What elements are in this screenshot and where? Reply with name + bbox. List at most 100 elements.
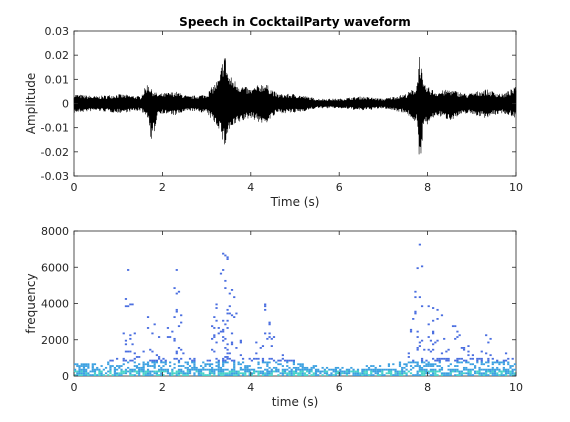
spectrogram-cell [403, 372, 406, 375]
spectrogram-cell [146, 327, 150, 329]
spectrogram-cell [193, 366, 196, 369]
spectrogram-cell [122, 370, 125, 373]
spectrogram-cell [491, 372, 494, 375]
spectrogram-cell [224, 337, 227, 340]
spectrogram-cell [387, 363, 391, 366]
spectrogram-cell [102, 368, 105, 371]
waveform-x-tick-label: 8 [424, 181, 431, 194]
spectrogram-cell [361, 368, 364, 371]
spectrogram-cell [222, 370, 225, 373]
spectrogram-cell [199, 368, 203, 371]
spectrogram-cell [440, 372, 444, 375]
spectrogram-cell [173, 316, 176, 318]
spectrogram-cell [82, 374, 86, 376]
spectrogram-cell [166, 336, 170, 338]
spectrogram-cell [449, 372, 452, 375]
spectrogram-cell [440, 357, 444, 360]
spectrogram-cell [226, 308, 229, 311]
spectrogram-cell [237, 374, 240, 376]
spectrogram-cell [509, 365, 512, 367]
spectrogram-cell [230, 343, 234, 346]
spectrogram-cell [85, 365, 88, 367]
spectrogram-cell [407, 352, 410, 355]
spectrogram-cell [288, 374, 291, 376]
spectrogram-cell [394, 370, 397, 373]
spectrogram-cell [361, 372, 364, 375]
spectrogram-cell [118, 365, 121, 367]
spectrogram-cell [370, 365, 373, 367]
spectrogram-cell [177, 370, 181, 373]
spectrogram-cell [432, 343, 435, 346]
spectrogram-cell [432, 357, 435, 360]
spectrogram-cell [394, 372, 397, 375]
spectrogram-cell [277, 363, 280, 366]
spectrogram-cell [241, 368, 245, 371]
spectrogram-cell [456, 368, 459, 371]
spectrogram-cell [334, 372, 337, 375]
spectrogram-cell [485, 361, 488, 364]
spectrogram-cell [438, 370, 441, 373]
spectrogram-cell [405, 363, 408, 366]
spectrogram-cell [193, 372, 196, 375]
spectrogram-cell [440, 352, 444, 355]
spectrogram-cell [259, 347, 262, 349]
spectrogram-cell [471, 363, 475, 366]
spectrogram-y-tick-label: 8000 [41, 225, 69, 238]
spectrogram-cell [219, 366, 223, 369]
spectrogram-cell [85, 374, 88, 376]
spectrogram-cell [454, 325, 457, 328]
spectrogram-cell [162, 357, 165, 360]
spectrogram-cell [387, 372, 391, 375]
spectrogram-cell [414, 310, 417, 313]
spectrogram-cell [219, 372, 223, 375]
spectrogram-cell [434, 372, 437, 375]
spectrogram-cell [345, 368, 349, 371]
spectrogram-cell [478, 366, 481, 369]
spectrogram-cell [160, 368, 163, 371]
spectrogram-cell [312, 365, 315, 367]
spectrogram-cell [449, 368, 452, 371]
spectrogram-cell [332, 368, 335, 371]
spectrogram-cell [319, 370, 322, 373]
spectrogram-cell [401, 368, 404, 371]
spectrogram-cell [193, 359, 196, 362]
spectrogram-cell [500, 372, 503, 375]
spectrogram-cell [471, 368, 475, 371]
spectrogram-cell [186, 366, 189, 369]
spectrogram-cell [376, 368, 379, 371]
spectrogram-cell [429, 365, 433, 367]
spectrogram-cell [374, 372, 377, 375]
spectrogram-cell [496, 366, 499, 369]
spectrogram-cell [460, 347, 463, 349]
spectrogram-cell [478, 374, 481, 376]
spectrogram-cell [436, 365, 439, 367]
spectrogram-cell [418, 370, 421, 373]
spectrogram-cell [467, 368, 470, 371]
spectrogram-cell [378, 374, 382, 376]
spectrogram-cell [255, 341, 258, 344]
spectrogram-cell [142, 365, 145, 367]
spectrogram-cell [93, 370, 97, 373]
spectrogram-x-ticks: 0 2 4 6 8 10 [71, 231, 523, 394]
spectrogram-cell [299, 365, 302, 367]
spectrogram-cell [180, 368, 183, 371]
spectrogram-cell [398, 365, 402, 367]
spectrogram-cell [175, 292, 178, 295]
spectrogram-cell [140, 366, 143, 369]
spectrogram-cell [261, 345, 265, 347]
spectrogram-cell [502, 370, 505, 373]
spectrogram-cell [270, 337, 273, 340]
spectrogram-cell [226, 368, 229, 371]
spectrogram-cell [286, 372, 289, 375]
spectrogram-cell [414, 312, 417, 315]
spectrogram-cell [122, 363, 125, 366]
spectrogram-cell [195, 368, 198, 371]
spectrogram-cell [257, 372, 260, 375]
spectrogram-cell [124, 370, 128, 373]
spectrogram-cell [151, 361, 154, 364]
spectrogram-cell [208, 365, 212, 367]
spectrogram-cell [432, 374, 435, 376]
spectrogram-cell [365, 374, 368, 376]
spectrogram-cell [288, 366, 291, 369]
spectrogram-cell [356, 368, 360, 371]
